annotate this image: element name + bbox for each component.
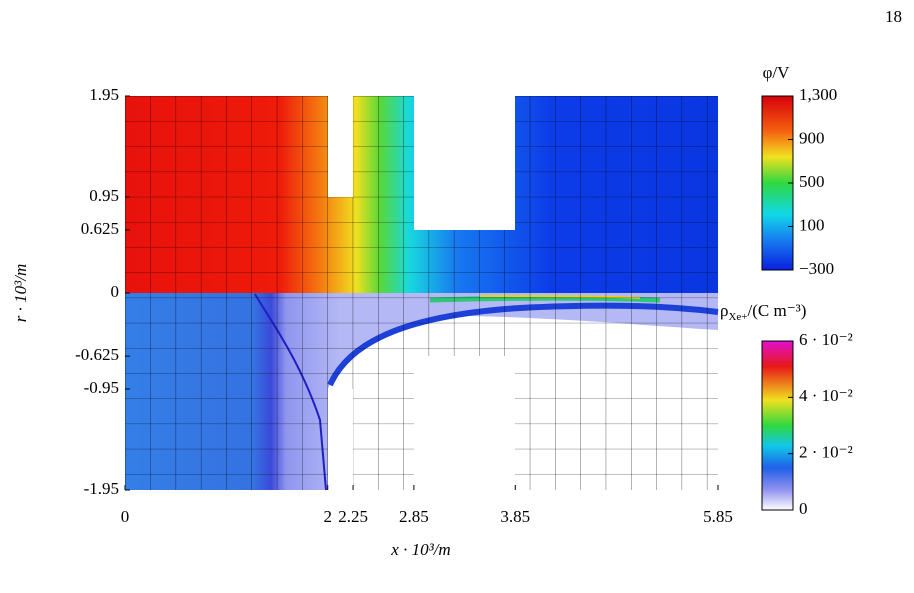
colorbar-tick-label: 2 · 10⁻² (799, 443, 853, 462)
page-number: 18 (885, 7, 902, 26)
y-tick-label: 0.95 (89, 186, 119, 205)
colorbar-tick-label: 6 · 10⁻² (799, 330, 853, 349)
x-tick-label: 3.85 (500, 507, 530, 526)
colorbar-title: ρXe+/(C m⁻³) (720, 301, 806, 323)
x-tick-label: 0 (121, 507, 130, 526)
colorbar-title-symbol: ρ (720, 301, 728, 320)
y-tick-label: 0.625 (81, 219, 119, 238)
y-tick-label: -0.625 (75, 345, 119, 364)
y-tick-label: -0.95 (84, 378, 119, 397)
x-tick-label: 2 (323, 507, 332, 526)
x-tick-label: 2.85 (399, 507, 429, 526)
colorbar-tick-label: 500 (799, 172, 825, 191)
x-axis-label: x · 10³/m (390, 540, 450, 559)
colorbar-tick-label: 0 (799, 499, 808, 518)
y-axis-label: r · 10³/m (11, 264, 30, 322)
mesh-upper (125, 96, 718, 293)
colorbar-tick-label: 4 · 10⁻² (799, 386, 853, 405)
colorbar-tick-label: 100 (799, 215, 825, 234)
y-tick-label: -1.95 (84, 479, 119, 498)
y-tick-label: 0 (111, 282, 120, 301)
y-tick-label: 1.95 (89, 85, 119, 104)
colorbar-title-subscript: Xe+ (728, 311, 747, 323)
colorbar-title-unit: /(C m⁻³) (748, 301, 807, 320)
colorbar-tick-label: −300 (799, 259, 834, 278)
colorbar-density (761, 340, 794, 511)
x-tick-label: 2.25 (338, 507, 368, 526)
colorbar-title: φ/V (763, 63, 791, 82)
mesh-lower (125, 293, 718, 490)
x-tick-label: 5.85 (703, 507, 733, 526)
colorbar-tick-label: 1,300 (799, 85, 837, 104)
colorbar-potential (761, 95, 794, 271)
colorbar-tick-label: 900 (799, 128, 825, 147)
